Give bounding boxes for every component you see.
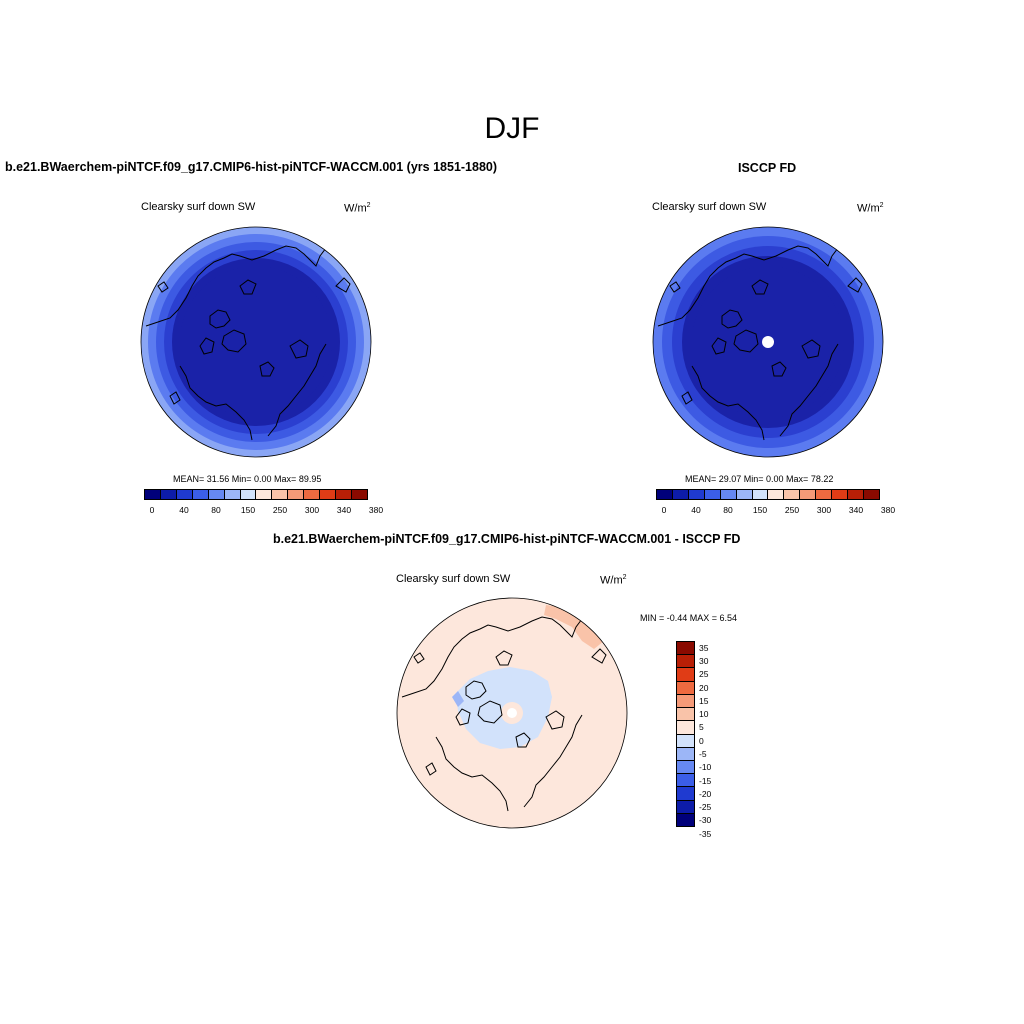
colorbar-cell	[677, 655, 694, 669]
colorbar-tick-label: -25	[699, 802, 712, 813]
colorbar-cell	[160, 490, 177, 499]
obs-panel-title: ISCCP FD	[738, 161, 797, 175]
colorbar-cell	[704, 490, 721, 499]
colorbar-cell	[677, 747, 694, 761]
colorbar-tick-label: 150	[752, 505, 768, 515]
colorbar-cell	[848, 490, 864, 499]
colorbar-tick-label: 300	[816, 505, 832, 515]
colorbar-tick-label: 300	[304, 505, 320, 515]
diff-panel-title: b.e21.BWaerchem-piNTCF.f09_g17.CMIP6-his…	[273, 532, 741, 546]
colorbar-cell	[657, 490, 673, 499]
colorbar-tick-label: 20	[699, 682, 709, 693]
colorbar-tick-label: -30	[699, 815, 712, 826]
obs-colorbar	[656, 489, 880, 500]
colorbar-cell	[256, 490, 273, 499]
colorbar-tick-label: 35	[699, 642, 709, 653]
model-colorbar	[144, 489, 368, 500]
colorbar-cell	[677, 721, 694, 735]
colorbar-tick-label: 25	[699, 669, 709, 680]
colorbar-tick-label: 340	[848, 505, 864, 515]
colorbar-cell	[240, 490, 257, 499]
obs-polar-map	[652, 226, 884, 458]
colorbar-cell	[784, 490, 801, 499]
colorbar-tick-label: 0	[149, 505, 155, 515]
diff-colorbar	[676, 641, 695, 827]
colorbar-cell	[677, 787, 694, 801]
colorbar-tick-label: 250	[784, 505, 800, 515]
main-title: DJF	[484, 112, 540, 145]
colorbar-cell	[304, 490, 321, 499]
colorbar-tick-label: -35	[699, 828, 712, 839]
colorbar-cell	[677, 642, 694, 656]
colorbar-tick-label: -10	[699, 762, 712, 773]
colorbar-tick-label: 30	[699, 655, 709, 666]
colorbar-tick-label: -20	[699, 788, 712, 799]
model-panel-title: b.e21.BWaerchem-piNTCF.f09_g17.CMIP6-his…	[5, 160, 498, 174]
colorbar-tick-label: -15	[699, 775, 712, 786]
colorbar-cell	[677, 708, 694, 722]
colorbar-tick-label: 40	[179, 505, 189, 515]
colorbar-tick-label: 5	[699, 722, 704, 733]
colorbar-cell	[351, 490, 367, 499]
colorbar-cell	[272, 490, 289, 499]
colorbar-cell	[768, 490, 785, 499]
obs-variable-label: Clearsky surf down SW	[652, 201, 767, 213]
colorbar-cell	[677, 734, 694, 748]
colorbar-cell	[677, 694, 694, 709]
colorbar-cell	[320, 490, 337, 499]
colorbar-cell	[336, 490, 352, 499]
colorbar-cell	[672, 490, 689, 499]
colorbar-cell	[288, 490, 305, 499]
model-units: W/m2	[344, 202, 371, 215]
colorbar-tick-label: 10	[699, 709, 709, 720]
colorbar-cell	[688, 490, 705, 499]
model-variable-label: Clearsky surf down SW	[141, 201, 256, 213]
colorbar-cell	[677, 800, 694, 814]
obs-units: W/m2	[857, 202, 884, 215]
colorbar-tick-label: 0	[661, 505, 667, 515]
colorbar-cell	[192, 490, 209, 499]
colorbar-cell	[677, 681, 694, 695]
diff-polar-map	[396, 597, 628, 829]
colorbar-tick-label: -5	[699, 748, 707, 759]
colorbar-tick-label: 340	[336, 505, 352, 515]
colorbar-tick-label: 40	[691, 505, 701, 515]
colorbar-cell	[224, 490, 241, 499]
diff-variable-label: Clearsky surf down SW	[396, 573, 511, 585]
colorbar-tick-label: 80	[723, 505, 733, 515]
colorbar-cell	[677, 774, 694, 788]
colorbar-cell	[800, 490, 817, 499]
colorbar-tick-label: 250	[272, 505, 288, 515]
colorbar-cell	[736, 490, 753, 499]
colorbar-tick-label: 380	[368, 505, 384, 515]
colorbar-tick-label: 0	[699, 735, 704, 746]
diff-stats: MIN = -0.44 MAX = 6.54	[640, 613, 738, 623]
obs-stats: MEAN= 29.07 Min= 0.00 Max= 78.22	[685, 474, 834, 484]
colorbar-cell	[832, 490, 849, 499]
model-polar-map	[140, 226, 372, 458]
colorbar-cell	[720, 490, 737, 499]
colorbar-cell	[816, 490, 833, 499]
colorbar-cell	[208, 490, 225, 499]
colorbar-cell	[145, 490, 161, 499]
colorbar-cell	[863, 490, 879, 499]
colorbar-tick-label: 150	[240, 505, 256, 515]
colorbar-cell	[677, 668, 694, 682]
diff-units: W/m2	[600, 574, 627, 587]
colorbar-cell	[752, 490, 769, 499]
colorbar-cell	[677, 813, 694, 827]
colorbar-cell	[677, 760, 694, 775]
colorbar-tick-label: 80	[211, 505, 221, 515]
colorbar-cell	[176, 490, 193, 499]
colorbar-tick-label: 15	[699, 695, 709, 706]
colorbar-tick-label: 380	[880, 505, 896, 515]
model-stats: MEAN= 31.56 Min= 0.00 Max= 89.95	[173, 474, 322, 484]
